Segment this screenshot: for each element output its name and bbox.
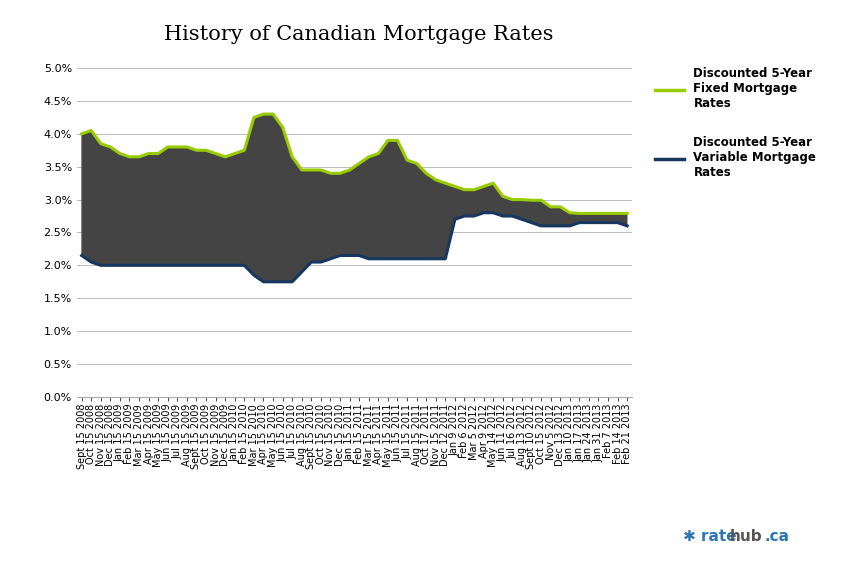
Text: History of Canadian Mortgage Rates: History of Canadian Mortgage Rates (164, 24, 553, 44)
Text: ✱ rate: ✱ rate (682, 530, 736, 544)
Text: hub: hub (729, 530, 762, 544)
Text: .ca: .ca (763, 530, 788, 544)
Legend: Discounted 5-Year
Fixed Mortgage
Rates, Discounted 5-Year
Variable Mortgage
Rate: Discounted 5-Year Fixed Mortgage Rates, … (653, 67, 815, 179)
